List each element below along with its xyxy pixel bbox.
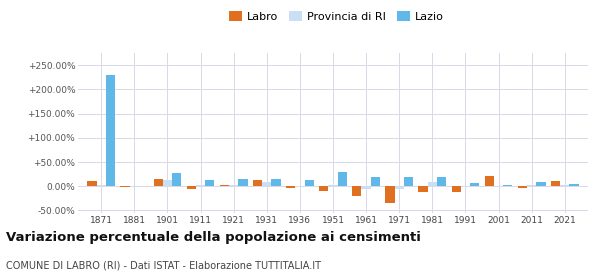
- Bar: [229, 185, 238, 186]
- Bar: [428, 182, 437, 186]
- Bar: [437, 178, 446, 186]
- Bar: [163, 180, 172, 186]
- Bar: [154, 179, 163, 186]
- Bar: [271, 179, 281, 186]
- Bar: [220, 185, 229, 186]
- Bar: [361, 186, 371, 189]
- Bar: [87, 181, 97, 186]
- Bar: [106, 75, 115, 186]
- Text: COMUNE DI LABRO (RI) - Dati ISTAT - Elaborazione TUTTITALIA.IT: COMUNE DI LABRO (RI) - Dati ISTAT - Elab…: [6, 260, 321, 270]
- Bar: [371, 176, 380, 186]
- Bar: [503, 185, 512, 186]
- Bar: [536, 182, 545, 186]
- Bar: [338, 172, 347, 186]
- Bar: [172, 173, 181, 186]
- Bar: [470, 183, 479, 186]
- Bar: [305, 180, 314, 186]
- Bar: [485, 176, 494, 186]
- Bar: [196, 185, 205, 186]
- Bar: [418, 186, 428, 192]
- Bar: [121, 186, 130, 187]
- Bar: [461, 186, 470, 187]
- Bar: [560, 185, 569, 186]
- Bar: [319, 186, 328, 191]
- Text: Variazione percentuale della popolazione ai censimenti: Variazione percentuale della popolazione…: [6, 231, 421, 244]
- Bar: [205, 180, 214, 186]
- Bar: [286, 186, 295, 188]
- Bar: [569, 184, 579, 186]
- Bar: [518, 186, 527, 188]
- Bar: [238, 179, 248, 186]
- Bar: [187, 186, 196, 189]
- Bar: [527, 185, 536, 186]
- Bar: [253, 180, 262, 186]
- Bar: [328, 185, 338, 186]
- Bar: [97, 185, 106, 186]
- Bar: [452, 186, 461, 192]
- Bar: [130, 186, 139, 187]
- Bar: [352, 186, 361, 196]
- Bar: [404, 176, 413, 186]
- Bar: [262, 182, 271, 186]
- Bar: [551, 181, 560, 186]
- Bar: [385, 186, 395, 203]
- Bar: [395, 186, 404, 189]
- Legend: Labro, Provincia di RI, Lazio: Labro, Provincia di RI, Lazio: [224, 7, 448, 27]
